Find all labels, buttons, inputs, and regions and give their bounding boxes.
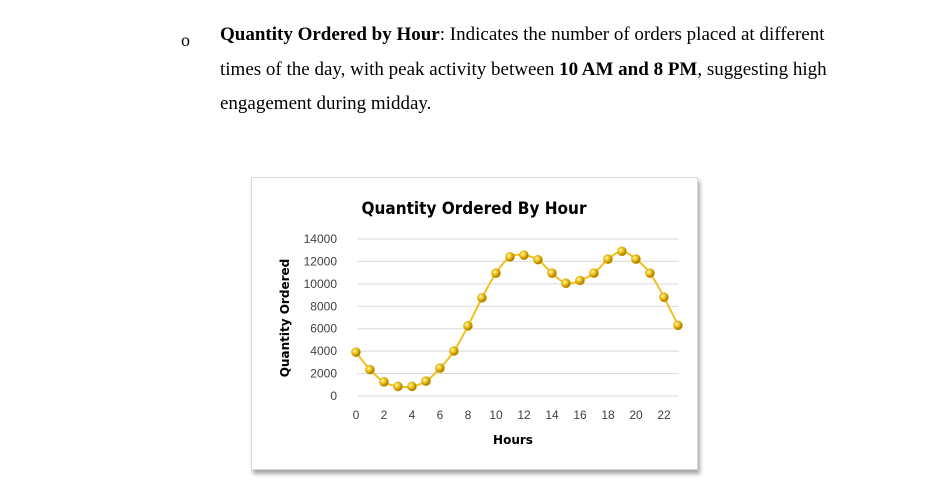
data-point (379, 377, 389, 387)
data-point (463, 321, 473, 331)
chart-card: Quantity Ordered By Hour 0 2000 4000 6000 80… (251, 177, 698, 470)
data-point (365, 364, 375, 375)
bullet-bold-range: 10 AM and 8 PM (559, 58, 698, 80)
y-tick-label: 8000 (310, 299, 337, 313)
gridlines (357, 238, 679, 397)
data-point (407, 381, 417, 392)
y-tick-label: 6000 (310, 322, 337, 336)
y-tick-label: 4000 (310, 344, 337, 358)
data-point (533, 254, 543, 265)
y-axis-label: Quantity Ordered (278, 259, 292, 377)
bullet-text-part-2: , suggesting high engagement during midd… (220, 58, 827, 115)
y-tick-label: 0 (330, 389, 337, 403)
chart-title: Quantity Ordered By Hour (361, 199, 586, 219)
data-point (547, 268, 557, 279)
x-tick-label: 18 (601, 408, 615, 422)
data-point (505, 252, 515, 262)
y-tick-label: 2000 (310, 367, 337, 381)
data-point (645, 268, 655, 279)
data-point (421, 376, 431, 386)
x-tick-label: 16 (573, 408, 587, 422)
data-point (491, 268, 501, 279)
x-tick-label: 22 (657, 408, 671, 422)
x-tick-label: 20 (629, 408, 643, 422)
data-point (519, 250, 529, 261)
series-markers (351, 246, 683, 392)
bullet-paragraph: Quantity Ordered by Hour: Indicates the … (220, 18, 870, 122)
data-point (631, 254, 641, 264)
x-tick-label: 8 (465, 408, 472, 422)
data-point (659, 292, 669, 303)
data-point (589, 268, 599, 279)
data-point (603, 254, 613, 264)
x-tick-label: 4 (409, 408, 416, 422)
data-point (351, 347, 361, 358)
x-tick-label: 14 (545, 408, 559, 422)
data-point (449, 346, 459, 356)
x-axis-ticks: 0 2 4 6 8 10 12 14 16 18 20 22 (353, 408, 671, 422)
data-point (575, 275, 585, 286)
data-point (393, 381, 403, 392)
x-tick-label: 2 (381, 408, 388, 422)
y-axis-ticks: 0 2000 4000 6000 8000 10000 12000 14000 (304, 232, 338, 403)
bullet-text-part-1: : Indicates the number of orders placed … (220, 24, 825, 80)
series-line (355, 250, 679, 389)
data-point (477, 293, 487, 303)
y-tick-label: 14000 (304, 232, 338, 246)
x-tick-label: 0 (353, 408, 360, 422)
bullet-marker: o (181, 30, 190, 50)
x-tick-label: 6 (437, 408, 444, 422)
x-tick-label: 10 (489, 408, 503, 422)
data-point (617, 246, 627, 257)
x-tick-label: 12 (517, 408, 531, 422)
line-chart: Quantity Ordered By Hour 020004000600080… (278, 199, 683, 447)
y-tick-label: 12000 (304, 254, 338, 268)
data-point (561, 278, 571, 289)
bullet-title: Quantity Ordered by Hour (220, 24, 440, 45)
x-axis-label: Hours (493, 433, 533, 447)
y-tick-label: 10000 (304, 277, 338, 291)
data-point (673, 320, 683, 331)
data-point (435, 363, 445, 373)
